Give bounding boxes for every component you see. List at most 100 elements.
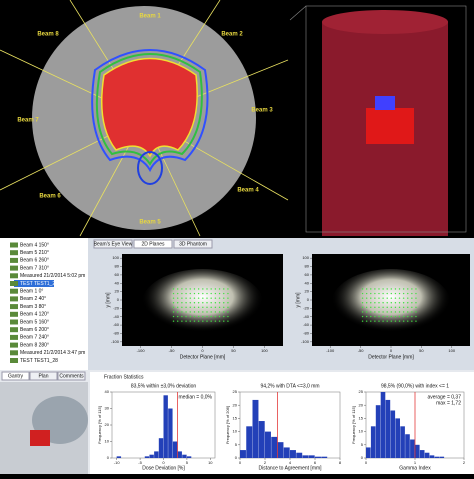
detector-point xyxy=(202,320,204,322)
detector-point xyxy=(407,311,409,313)
detector-point xyxy=(206,297,208,299)
y-tick-label: 60 xyxy=(115,272,120,277)
tree-item[interactable]: Beam 1 0° xyxy=(20,289,43,295)
tab-label[interactable]: Plan xyxy=(38,373,48,379)
y-tick-label: 40 xyxy=(105,389,110,394)
detector-point xyxy=(185,311,187,313)
tree-selection xyxy=(14,280,54,287)
tree-item[interactable]: Measured 21/2/2014 5:02 pm xyxy=(20,273,85,279)
detector-point xyxy=(398,292,401,295)
tab[interactable] xyxy=(133,239,173,249)
tab[interactable] xyxy=(173,239,213,249)
tree-item[interactable]: Beam 6 260° xyxy=(20,258,49,264)
x-tick-label: -10 xyxy=(114,460,121,465)
detector-point xyxy=(398,306,401,309)
detector-point xyxy=(181,320,183,322)
y-tick-label: 20 xyxy=(305,289,310,294)
detector-point xyxy=(206,315,208,318)
detector-point xyxy=(193,292,196,295)
x-tick-label: 1 xyxy=(414,460,417,465)
dose-plane xyxy=(141,269,264,339)
detector-point xyxy=(411,311,413,313)
tree-item[interactable]: Beam 7 310° xyxy=(20,265,49,271)
cylinder-top xyxy=(322,10,448,34)
tree-item[interactable]: Beam 3 80° xyxy=(20,304,46,310)
tree-item[interactable]: Beam 4 120° xyxy=(20,312,49,318)
y-tick-label: 0 xyxy=(107,455,110,460)
detector-point xyxy=(370,306,372,309)
tab[interactable] xyxy=(1,371,30,381)
detector-point xyxy=(181,288,183,290)
detector-point xyxy=(398,320,401,322)
y-tick-label: 15 xyxy=(359,415,364,420)
detector-point xyxy=(197,297,200,299)
detector-point xyxy=(365,315,368,318)
tree-item[interactable]: Measured 21/2/2014 3:47 pm xyxy=(20,350,85,356)
tab[interactable] xyxy=(93,239,133,249)
detector-point xyxy=(382,288,384,290)
detector-point xyxy=(177,320,179,322)
tree-item[interactable]: Beam 6 200° xyxy=(20,327,49,333)
detector-point xyxy=(374,302,376,304)
detector-point xyxy=(370,320,372,322)
detector-point xyxy=(185,288,187,290)
detector-point xyxy=(415,292,417,295)
x-tick-label: -5 xyxy=(138,460,142,465)
detector-point xyxy=(210,320,212,322)
bar xyxy=(434,456,440,458)
bar xyxy=(258,421,265,458)
detector-point xyxy=(214,320,217,322)
detector-point xyxy=(398,297,401,299)
detector-point xyxy=(370,292,372,295)
detector-point xyxy=(172,297,175,299)
chart-title: 98,5% (90,0%) with index <= 1 xyxy=(381,383,449,389)
tree-item[interactable]: Beam 7 240° xyxy=(20,335,49,341)
tab[interactable] xyxy=(57,371,86,381)
dose-contour xyxy=(91,49,209,173)
tab-label[interactable]: Gantry xyxy=(8,373,24,379)
tree-icon xyxy=(10,296,18,302)
detector-point xyxy=(415,320,417,322)
tree-item[interactable]: Beam 2 40° xyxy=(20,296,46,302)
x-tick-label: -50 xyxy=(169,348,176,353)
x-tick-label: 4 xyxy=(289,460,292,465)
tab[interactable] xyxy=(29,371,58,381)
detector-point xyxy=(193,302,196,304)
detector-point xyxy=(185,297,187,299)
detector-point xyxy=(382,311,384,313)
detector-point xyxy=(181,297,183,299)
detector-point xyxy=(210,288,212,290)
detector-point xyxy=(177,315,179,318)
tree-item[interactable]: TEST TEST1_28 xyxy=(20,281,58,287)
bar xyxy=(385,399,391,458)
detector-point xyxy=(218,297,221,299)
detector-point xyxy=(365,297,368,299)
detector-point xyxy=(398,302,401,304)
tab-label[interactable]: 3D Phantom xyxy=(179,241,207,247)
bar xyxy=(144,456,150,458)
tree-item[interactable]: Beam 4 150° xyxy=(20,242,49,248)
tree-item[interactable]: Beam 5 210° xyxy=(20,250,49,256)
tree-item[interactable]: Beam 8 280° xyxy=(20,342,49,348)
tab-label[interactable]: 2D Planes xyxy=(141,241,165,247)
tree-item[interactable]: TEST TEST1_28 xyxy=(20,358,58,364)
bar xyxy=(400,426,405,458)
detector-point xyxy=(210,292,212,295)
detector-point xyxy=(378,302,380,304)
tree-icon xyxy=(10,273,18,279)
tree-item[interactable]: Beam 5 160° xyxy=(20,319,49,325)
detector-point xyxy=(197,302,200,304)
tab-label[interactable]: Beam's Eye View xyxy=(94,241,133,247)
detector-point xyxy=(402,311,405,313)
detector-point xyxy=(382,302,384,304)
detector-point xyxy=(382,297,384,299)
x-tick-label: -50 xyxy=(358,348,365,353)
tab-label[interactable]: Comments xyxy=(59,373,84,379)
x-tick-label: -100 xyxy=(137,348,146,353)
detector-point xyxy=(189,302,191,304)
y-tick-label: 20 xyxy=(105,422,110,427)
detector-point xyxy=(181,315,183,318)
detector-point xyxy=(411,292,413,295)
y-tick-label: -40 xyxy=(303,314,310,319)
detector-point xyxy=(394,306,397,309)
